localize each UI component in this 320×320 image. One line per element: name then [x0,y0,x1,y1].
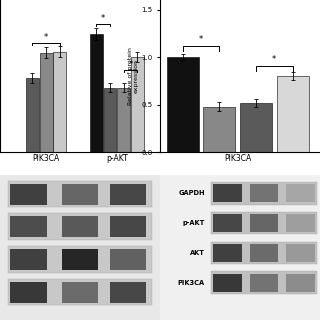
Bar [40,52,52,152]
Bar [286,244,315,262]
Text: *: * [272,55,276,64]
Text: *: * [44,33,48,42]
Bar [213,274,242,292]
Bar [61,183,99,204]
Bar [250,244,278,262]
Bar [204,107,236,152]
Bar [117,88,130,152]
Bar [10,282,47,303]
Bar [109,282,147,303]
Bar [8,180,152,207]
Bar [276,76,308,152]
Bar [10,249,47,270]
Text: *: * [199,35,203,44]
Bar [250,274,278,292]
Bar [26,78,39,152]
Bar [8,246,152,273]
Y-axis label: Relative of protein
expression: Relative of protein expression [128,47,138,105]
Bar [90,34,103,152]
Text: AKT: AKT [190,250,205,256]
Bar [211,182,317,204]
Bar [286,214,315,232]
Text: p-AKT: p-AKT [182,220,205,226]
Bar [286,274,315,292]
Bar [8,279,152,306]
Bar [250,184,278,202]
Bar [240,103,272,152]
Bar [61,282,99,303]
Bar [10,216,47,237]
Bar [167,57,199,152]
Bar [286,184,315,202]
Bar [131,57,144,152]
Bar [53,52,66,152]
Bar [8,213,152,240]
Bar [211,271,317,294]
Bar [213,214,242,232]
Text: *: * [128,60,133,69]
Bar [213,244,242,262]
Text: *: * [101,14,105,23]
Bar [213,184,242,202]
Bar [211,212,317,234]
Bar [211,242,317,264]
Bar [61,249,99,270]
Bar [61,216,99,237]
Bar [109,183,147,204]
Bar [104,88,116,152]
Bar [250,214,278,232]
Bar [10,183,47,204]
Text: GAPDH: GAPDH [178,190,205,196]
Bar [109,249,147,270]
Text: PIK3CA: PIK3CA [178,280,205,286]
Bar [109,216,147,237]
